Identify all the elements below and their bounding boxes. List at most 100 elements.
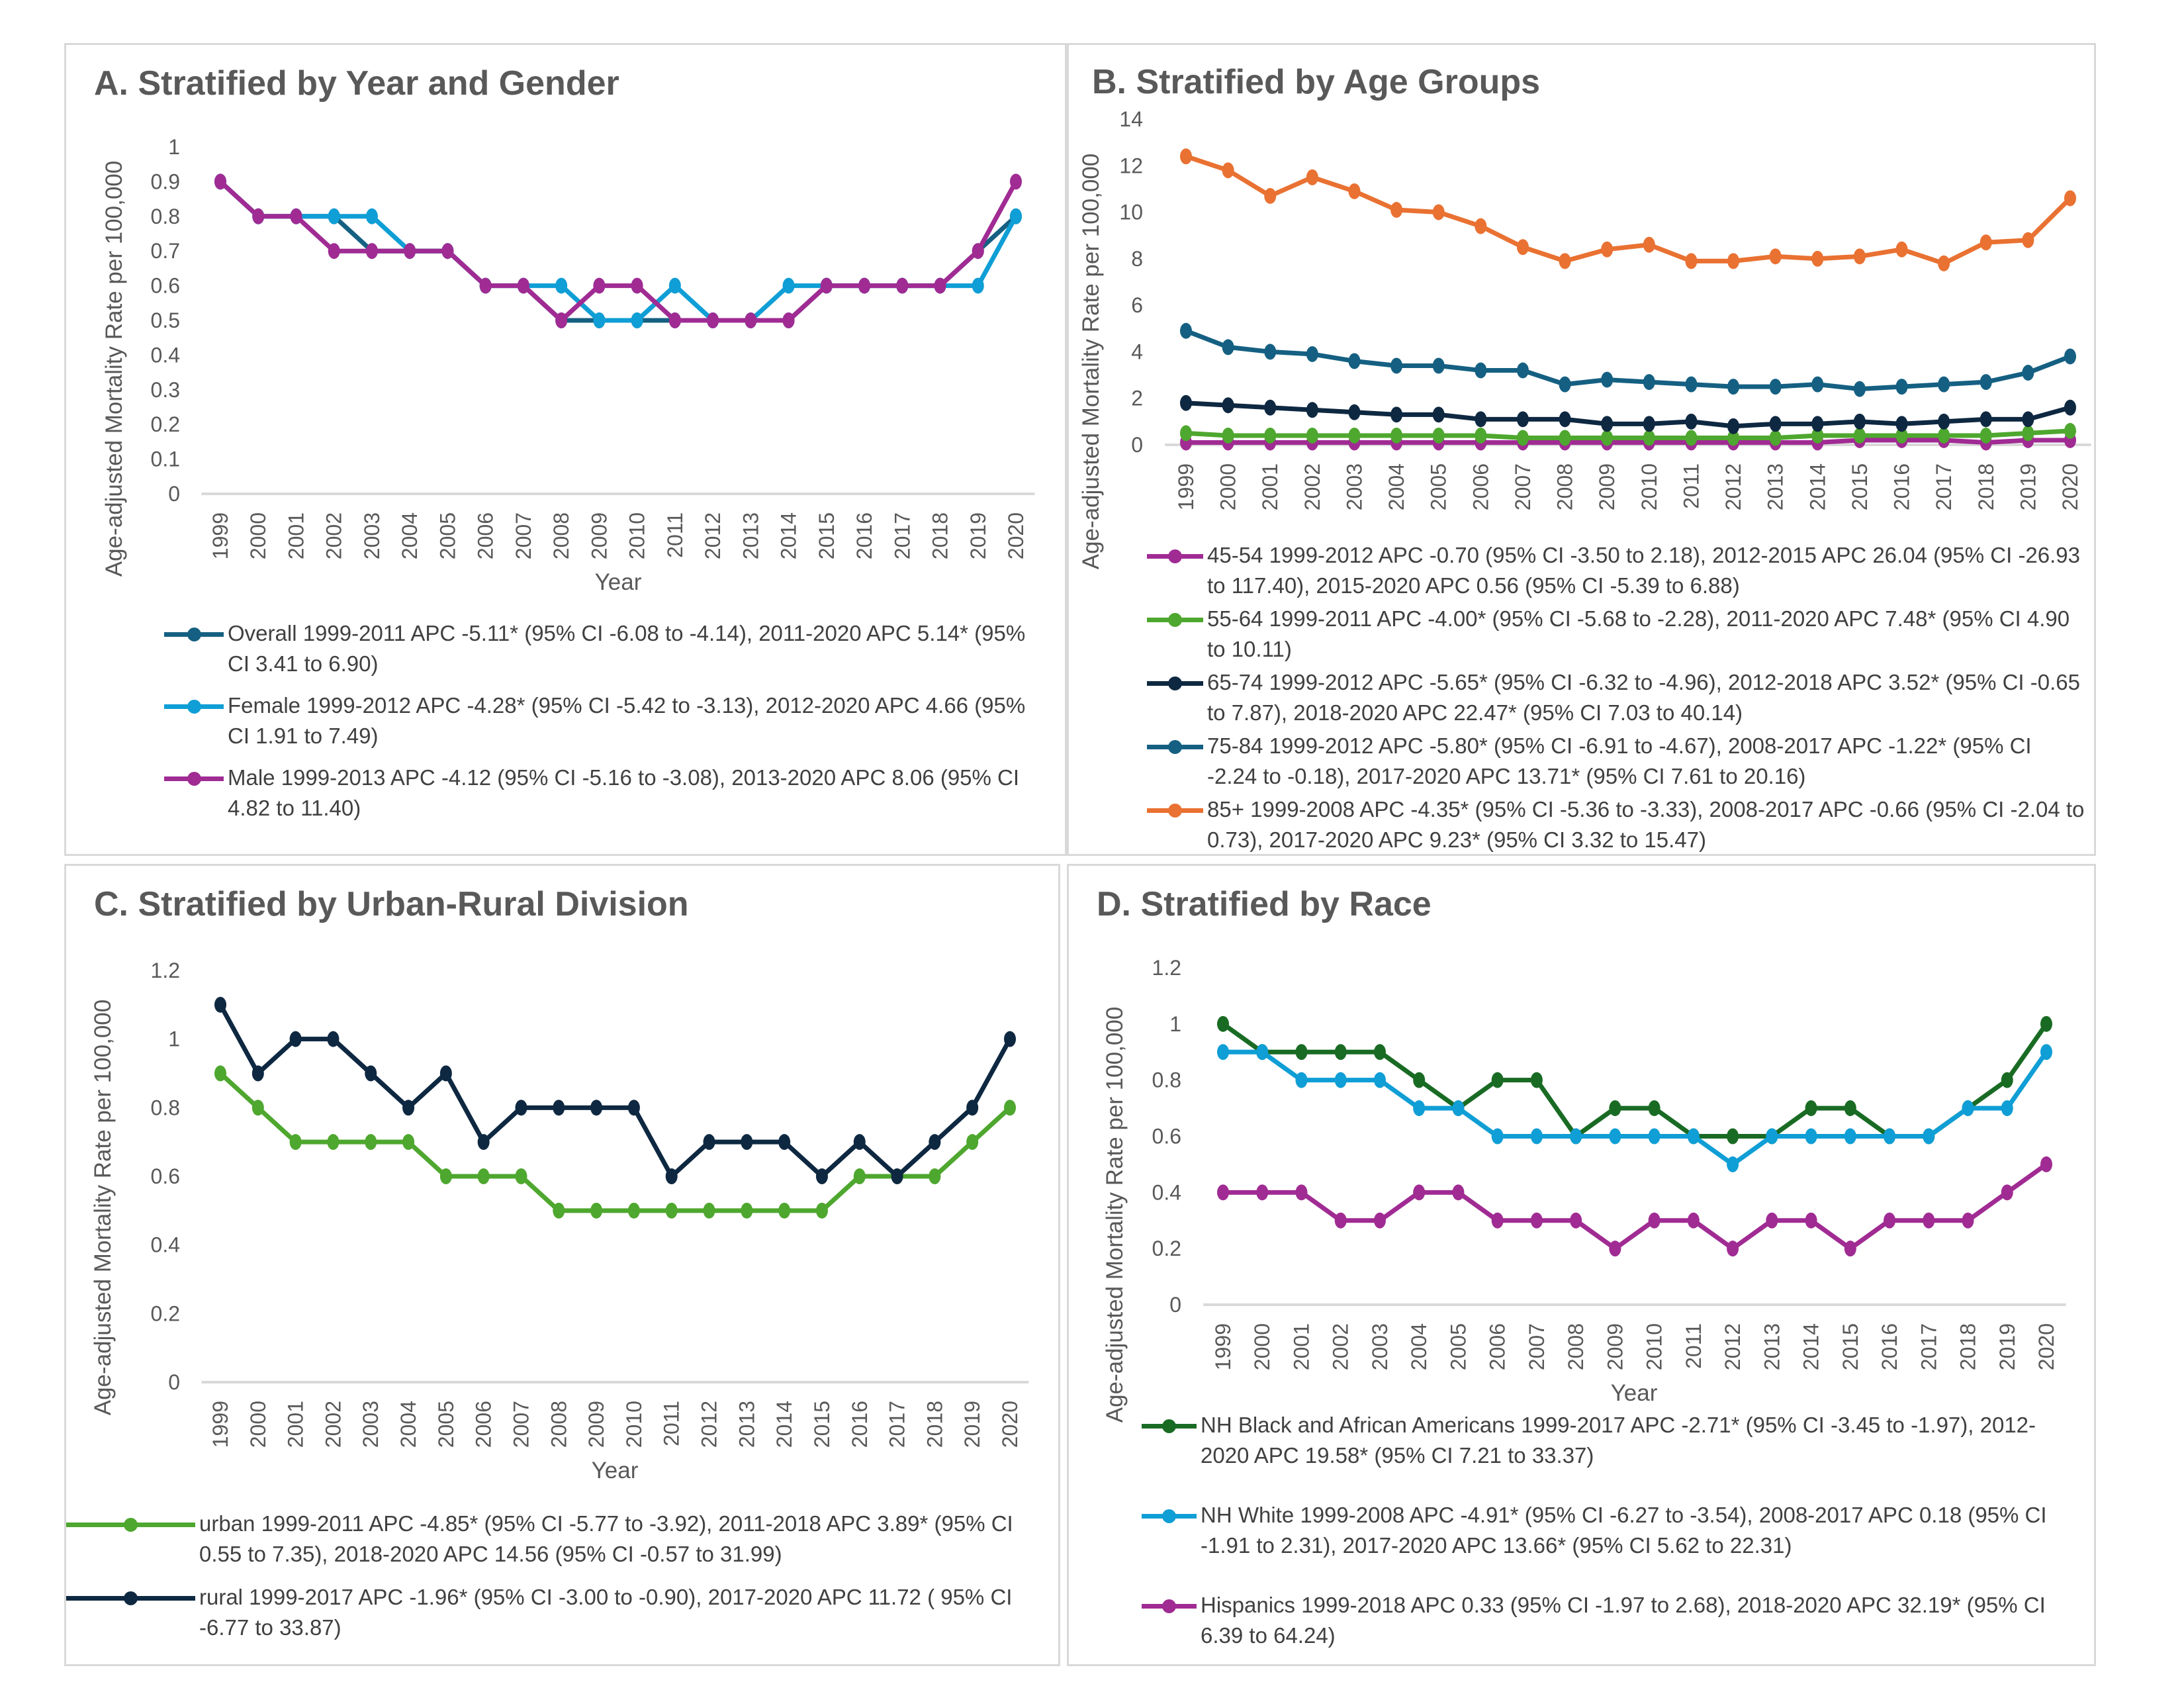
y-tick-label: 0.9 xyxy=(151,169,180,193)
data-point xyxy=(327,1031,340,1047)
data-point xyxy=(1685,413,1698,430)
legend-label: rural 1999-2017 APC -1.96* (95% CI -3.00… xyxy=(199,1585,1013,1640)
data-point xyxy=(365,1065,377,1082)
x-tick-label: 2005 xyxy=(1446,1323,1470,1370)
x-tick-label: 2019 xyxy=(1995,1323,2019,1370)
data-point xyxy=(1938,376,1950,393)
legend-marker-icon xyxy=(1147,733,1207,760)
x-tick-label: 2005 xyxy=(1427,463,1451,510)
data-point xyxy=(590,1202,603,1219)
data-point xyxy=(631,277,643,294)
data-point xyxy=(815,1168,828,1184)
x-tick-label: 2013 xyxy=(1764,463,1788,510)
line-chart: 0 0.2 0.4 0.6 0.8 1 1.2 1999 2000 2001 2002 2003 200… xyxy=(90,959,1029,1483)
series-0 xyxy=(214,1065,1016,1219)
y-tick-label: 1 xyxy=(1169,1012,1181,1036)
data-point xyxy=(1895,427,1908,444)
panel-d-race: D. Stratified by Race 0 0.2 0.4 0.6 0.8 1 1.2 1… xyxy=(1067,864,2096,1666)
data-point xyxy=(1805,1100,1817,1117)
x-axis-title: Year xyxy=(595,569,642,595)
data-point xyxy=(1601,241,1614,258)
x-tick-label: 2012 xyxy=(698,1401,721,1448)
x-tick-label: 2008 xyxy=(547,1401,570,1448)
data-point xyxy=(1491,1212,1504,1229)
x-tick-label: 1999 xyxy=(208,1401,232,1448)
data-point xyxy=(1530,1128,1543,1145)
data-point xyxy=(2022,232,2034,248)
y-tick-label: 14 xyxy=(1119,107,1143,131)
y-tick-label: 0.8 xyxy=(151,1096,180,1119)
x-tick-label: 2020 xyxy=(998,1401,1022,1448)
legend-item: 45-54 1999-2012 APC -0.70 (95% CI -3.50 … xyxy=(1147,543,2087,601)
x-tick-label: 2013 xyxy=(735,1401,758,1448)
data-point xyxy=(1979,411,1992,428)
x-tick-label: 2014 xyxy=(1805,463,1829,510)
data-point xyxy=(745,312,757,328)
data-point xyxy=(289,1031,302,1047)
x-tick-label: 2018 xyxy=(1974,463,1998,510)
x-tick-label: 2020 xyxy=(2034,1323,2058,1370)
legend-label: Hispanics 1999-2018 APC 0.33 (95% CI -1.… xyxy=(1201,1593,2046,1648)
data-point xyxy=(1923,1212,1935,1229)
series-2 xyxy=(1217,1156,2052,1257)
data-point xyxy=(1727,1156,1739,1172)
x-tick-label: 2003 xyxy=(1342,463,1366,510)
data-point xyxy=(668,312,681,328)
y-tick-label: 0.5 xyxy=(151,308,180,332)
x-tick-label: 2001 xyxy=(284,512,308,559)
y-tick-label: 10 xyxy=(1119,201,1143,224)
legend-label: Female 1999-2012 APC -4.28* (95% CI -5.4… xyxy=(228,693,1026,748)
data-point xyxy=(1295,1044,1308,1060)
data-point xyxy=(1264,187,1277,204)
data-point xyxy=(1452,1100,1465,1117)
data-point xyxy=(1895,416,1908,432)
y-tick-label: 8 xyxy=(1131,247,1143,271)
data-point xyxy=(782,312,795,328)
x-tick-label: 2009 xyxy=(587,512,611,559)
data-point xyxy=(1979,374,1992,391)
data-point xyxy=(1180,425,1192,442)
legend-label: 65-74 1999-2012 APC -5.65* (95% CI -6.32… xyxy=(1207,670,2080,725)
x-tick-label: 2009 xyxy=(1603,1323,1627,1370)
data-point xyxy=(1559,411,1571,428)
data-point xyxy=(404,243,416,259)
data-point xyxy=(1727,1241,1739,1257)
data-point xyxy=(1516,239,1529,256)
x-tick-label: 2007 xyxy=(1525,1323,1549,1370)
chart-title: D. Stratified by Race xyxy=(1097,885,1432,923)
data-point xyxy=(853,1134,866,1150)
x-tick-label: 2013 xyxy=(739,512,762,559)
data-point xyxy=(1432,204,1445,220)
x-tick-label: 2002 xyxy=(1329,1323,1353,1370)
data-point xyxy=(1004,1100,1016,1116)
x-tick-label: 2012 xyxy=(1721,1323,1745,1370)
data-point xyxy=(778,1202,791,1219)
x-tick-label: 2015 xyxy=(1839,1323,1862,1370)
legend-item: NH White 1999-2008 APC -4.91* (95% CI -6… xyxy=(1142,1503,2081,1561)
data-point xyxy=(665,1202,678,1219)
data-point xyxy=(2064,422,2076,439)
x-tick-label: 2007 xyxy=(512,512,535,559)
data-point xyxy=(1306,402,1318,418)
data-point xyxy=(1766,1212,1778,1229)
data-point xyxy=(1844,1241,1856,1257)
x-tick-label: 2011 xyxy=(1682,1323,1706,1369)
x-tick-label: 2017 xyxy=(1932,463,1956,510)
data-point xyxy=(1452,1184,1465,1201)
data-point xyxy=(1413,1072,1426,1088)
data-point xyxy=(402,1134,415,1150)
x-tick-label: 2011 xyxy=(663,512,687,558)
data-point xyxy=(593,312,606,328)
legend-item: Overall 1999-2011 APC -5.11* (95% CI -6.… xyxy=(164,621,1044,679)
x-tick-label: 2008 xyxy=(549,512,573,559)
data-point xyxy=(627,1100,640,1116)
x-tick-label: 2017 xyxy=(886,1401,909,1448)
data-point xyxy=(1769,379,1782,395)
data-point xyxy=(365,1134,377,1150)
legend-label: NH Black and African Americans 1999-2017… xyxy=(1201,1413,2036,1468)
data-point xyxy=(439,1168,452,1184)
series-line xyxy=(218,1004,1013,1179)
data-point xyxy=(1853,381,1866,397)
data-point xyxy=(1491,1128,1504,1145)
